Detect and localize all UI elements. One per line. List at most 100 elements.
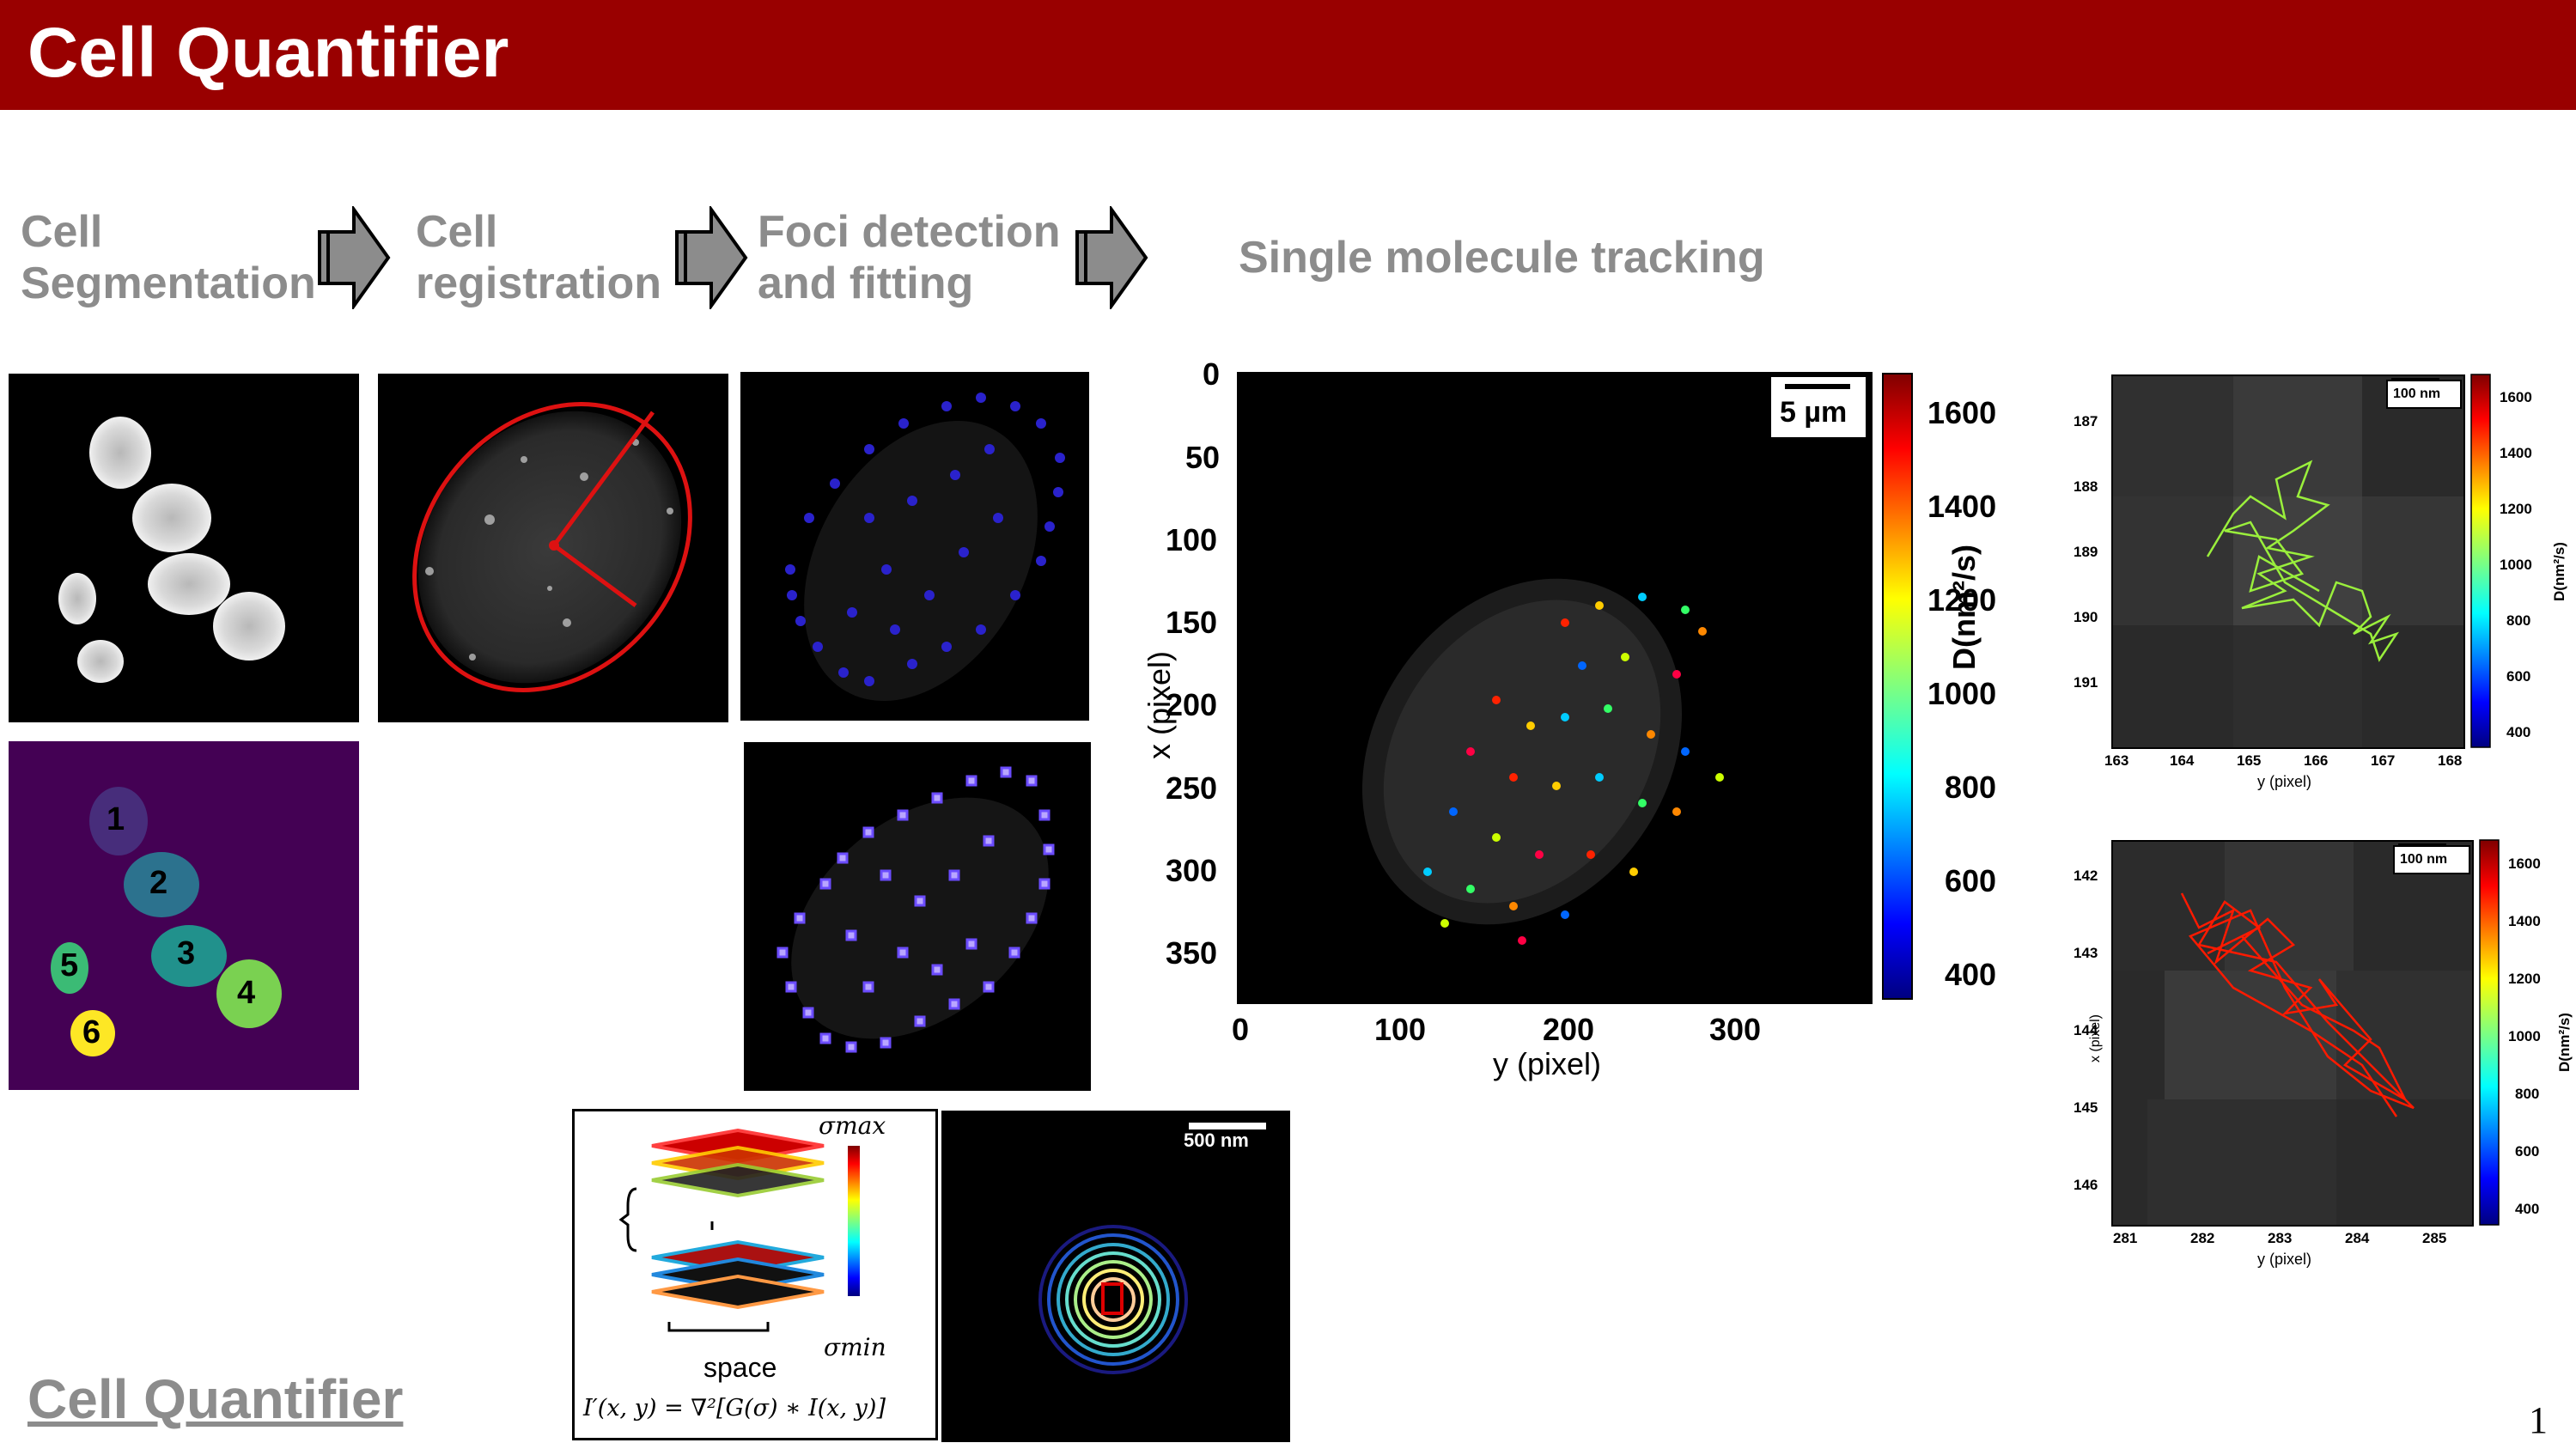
cell-quantifier-link[interactable]: Cell Quantifier xyxy=(27,1368,404,1430)
track1-xlabel: y (pixel) xyxy=(2257,773,2312,790)
tracked-spot xyxy=(1578,661,1586,670)
x-tick: 165 xyxy=(2237,752,2262,769)
y-tick: 300 xyxy=(1166,853,1218,888)
sigma-min-label: σmin xyxy=(824,1333,886,1361)
tracked-spot xyxy=(1535,850,1544,859)
track2-ylabel: x (pixel) xyxy=(2088,1014,2103,1063)
segmentation-labels-image: 1 2 3 4 5 6 xyxy=(9,741,359,1090)
x-tick: 281 xyxy=(2113,1230,2138,1246)
colorbar-tick: 1400 xyxy=(1927,489,1997,524)
slide-number: 1 xyxy=(2529,1399,2548,1441)
x-tick: 284 xyxy=(2345,1230,2370,1246)
colorbar-tick: 1600 xyxy=(1927,395,1997,430)
x-tick: 168 xyxy=(2438,752,2463,769)
foci-detection-image xyxy=(740,372,1089,721)
step-cell-segmentation: Cell Segmentation xyxy=(21,206,316,309)
step-line-2: and fitting xyxy=(758,259,974,308)
y-tick: 350 xyxy=(1166,935,1218,971)
colorbar-tick: 400 xyxy=(2515,1201,2540,1217)
step-line-1: Cell xyxy=(21,207,103,257)
track-plot-1-image: 100 nm xyxy=(2111,374,2465,749)
y-tick: 150 xyxy=(1166,605,1218,640)
tracked-spot xyxy=(1423,868,1432,876)
tracked-spot xyxy=(1715,773,1724,782)
cell-label-4: 4 xyxy=(237,975,256,1011)
colorbar-tick: 1000 xyxy=(1927,676,1997,711)
colorbar-tick: 1400 xyxy=(2500,445,2532,461)
step-single-molecule-tracking: Single molecule tracking xyxy=(1239,232,1765,283)
y-tick: 50 xyxy=(1185,440,1221,475)
cell-label-3: 3 xyxy=(177,935,196,971)
log-formula: I′(x, y) = ∇²[G(σ) ∗ I(x, y)] xyxy=(583,1395,886,1422)
tracked-spot xyxy=(1518,936,1526,945)
step-line-2: Segmentation xyxy=(21,259,316,308)
x-tick: 163 xyxy=(2104,752,2129,769)
y-tick: 142 xyxy=(2074,868,2098,884)
colorbar-tick: 1000 xyxy=(2508,1028,2541,1044)
x-tick: 164 xyxy=(2170,752,2195,769)
colorbar-tick: 600 xyxy=(1945,863,1997,898)
scale-bar xyxy=(1785,384,1850,389)
x-tick: 200 xyxy=(1543,1012,1595,1047)
tracked-spot xyxy=(1509,773,1518,782)
colorbar-tick: 1200 xyxy=(1927,582,1997,618)
cell-region-1 xyxy=(89,787,148,855)
track1-colorbar xyxy=(2470,374,2491,748)
cell-label-6: 6 xyxy=(82,1014,101,1050)
sigma-max-label: σmax xyxy=(819,1111,886,1140)
arrow-right-icon xyxy=(675,206,748,309)
y-tick: 200 xyxy=(1166,687,1218,722)
cell-region-6 xyxy=(70,1010,115,1056)
scale-bar xyxy=(2391,378,2439,381)
colorbar-tick: 1200 xyxy=(2508,971,2541,987)
cell-label-5: 5 xyxy=(60,947,79,983)
main-xlabel: y (pixel) xyxy=(1493,1046,1602,1081)
log-filter-diagram: σmax σmin space I′(x, y) = ∇²[G(σ) ∗ I(x… xyxy=(572,1109,938,1440)
colorbar-tick: 400 xyxy=(2506,724,2531,740)
colorbar-tick: 800 xyxy=(2506,612,2531,629)
scale-bar xyxy=(2398,843,2446,847)
colorbar-tick: 400 xyxy=(1945,957,1997,992)
tracked-spot xyxy=(1561,713,1569,721)
arrow-right-icon xyxy=(1075,206,1148,309)
cell-region-2 xyxy=(124,852,199,917)
y-tick: 0 xyxy=(1203,356,1221,392)
step-foci-detection: Foci detection and fitting xyxy=(758,206,1060,309)
space-label: space xyxy=(703,1352,777,1383)
colorbar-tick: 600 xyxy=(2506,668,2531,685)
tracked-spot xyxy=(1466,747,1475,756)
scale-bar-box xyxy=(2386,380,2462,409)
y-tick: 190 xyxy=(2074,609,2098,625)
x-tick: 283 xyxy=(2268,1230,2293,1246)
nuclei-image xyxy=(9,374,359,722)
tracked-spot xyxy=(1638,799,1647,807)
psf-scale-bar-label: 500 nm xyxy=(1184,1129,1249,1151)
step-line-2: registration xyxy=(416,259,662,308)
colorbar-label: D(nm²/s) xyxy=(1946,545,1982,670)
colorbar-tick: 600 xyxy=(2515,1143,2540,1160)
tracked-spot xyxy=(1595,773,1604,782)
y-tick: 191 xyxy=(2074,674,2098,691)
tracked-spot xyxy=(1672,807,1681,816)
tracked-spot xyxy=(1638,593,1647,601)
step-line-1: Single molecule tracking xyxy=(1239,233,1765,283)
track2-colorbar xyxy=(2479,839,2500,1226)
tracked-spot xyxy=(1629,868,1638,876)
colorbar-tick: 1400 xyxy=(2508,913,2541,929)
tracked-spot xyxy=(1509,902,1518,910)
tracked-spot xyxy=(1586,850,1595,859)
cell-label-2: 2 xyxy=(149,865,168,901)
title-bar xyxy=(0,0,2576,110)
tracked-spot xyxy=(1595,601,1604,610)
track1-colorbar-label: D(nm²/s) xyxy=(2551,542,2567,601)
colorbar-tick: 1600 xyxy=(2508,855,2541,872)
step-cell-registration: Cell registration xyxy=(416,206,661,309)
y-tick: 144 xyxy=(2074,1022,2098,1038)
tracked-spot xyxy=(1698,627,1707,636)
x-tick: 282 xyxy=(2190,1230,2215,1246)
main-ylabel: x (pixel) xyxy=(1142,650,1177,760)
track2-xlabel: y (pixel) xyxy=(2257,1251,2312,1268)
tracked-spot xyxy=(1621,653,1629,661)
x-tick: 285 xyxy=(2422,1230,2447,1246)
y-tick: 189 xyxy=(2074,544,2098,560)
